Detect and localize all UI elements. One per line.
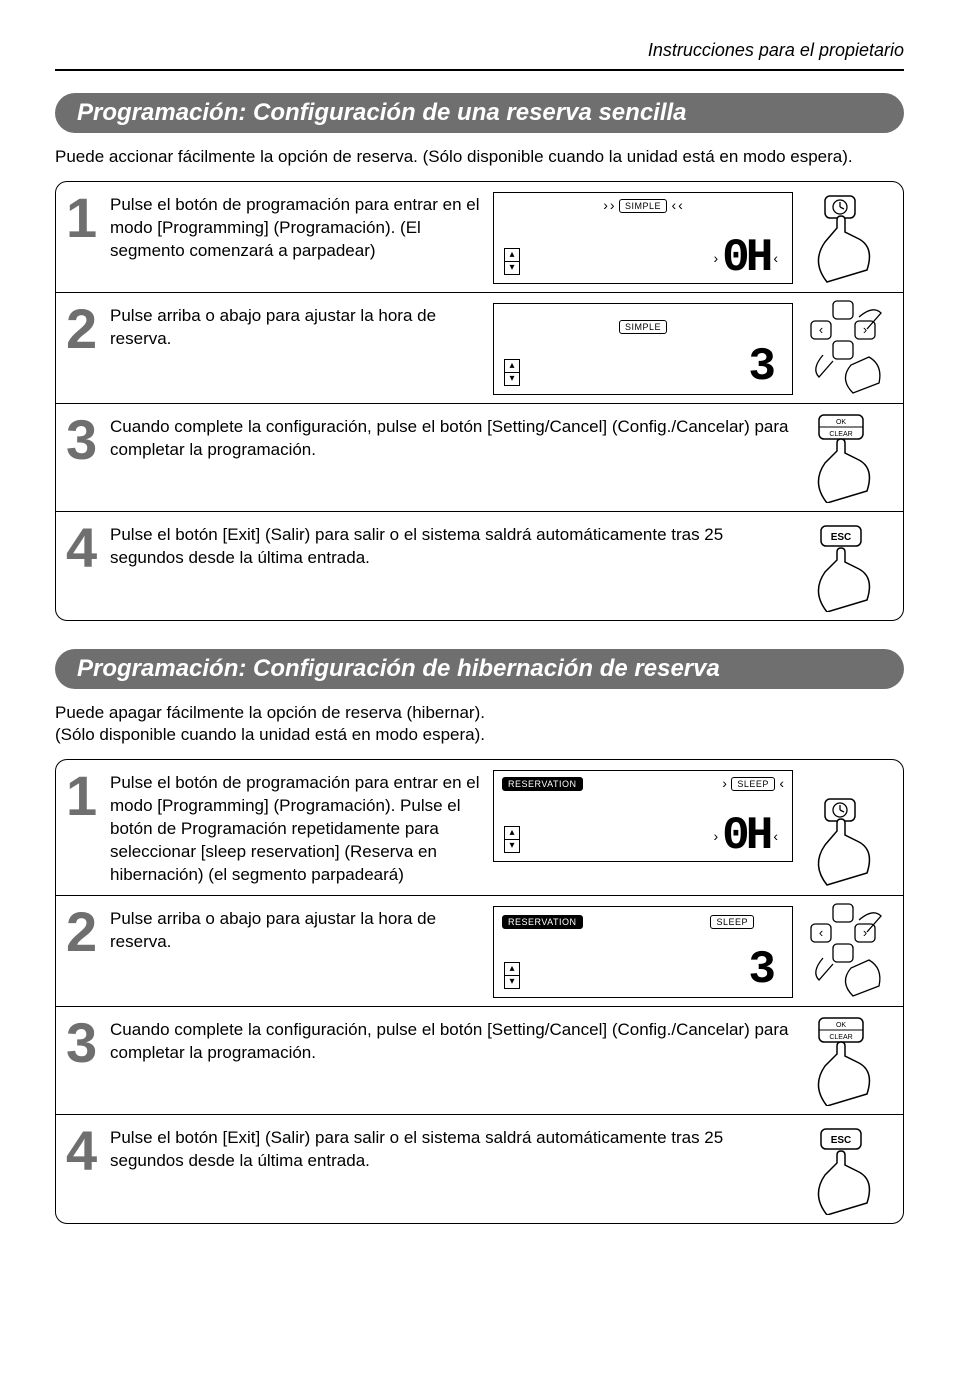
hand-press-ok-icon: OK CLEAR: [797, 1014, 889, 1106]
step-row: 1 Pulse el botón de programación para en…: [56, 182, 903, 293]
updown-arrows-icon: ▴▾: [504, 962, 520, 989]
step-number: 3: [66, 412, 110, 503]
step-row: 1 Pulse el botón de programación para en…: [56, 760, 903, 896]
lcd-mode-label: SIMPLE: [619, 320, 667, 334]
section1-title: Programación: Configuración de una reser…: [55, 93, 904, 133]
svg-text:ESC: ESC: [831, 532, 852, 543]
running-header: Instrucciones para el propietario: [55, 40, 904, 69]
svg-text:OK: OK: [836, 419, 846, 426]
lcd-value: 3: [748, 944, 772, 996]
updown-arrows-icon: ▴▾: [504, 248, 520, 275]
lcd-display: ›› SIMPLE ‹‹ ▴▾ › 0H ‹: [493, 192, 793, 284]
lcd-display: RESERVATION › SLEEP ‹ ▴▾ › 0H ‹: [493, 770, 793, 862]
svg-text:›: ›: [863, 925, 867, 940]
step-text: Pulse arriba o abajo para ajustar la hor…: [110, 904, 493, 998]
hand-press-dpad-icon: ‹ ›: [797, 299, 889, 395]
updown-arrows-icon: ▴▾: [504, 826, 520, 853]
section2-steps: 1 Pulse el botón de programación para en…: [55, 759, 904, 1224]
lcd-display: RESERVATION SLEEP ▴▾ 3: [493, 906, 793, 998]
svg-text:‹: ‹: [819, 322, 823, 337]
section1-steps: 1 Pulse el botón de programación para en…: [55, 181, 904, 621]
hand-press-esc-icon: ESC: [797, 1123, 889, 1215]
step-number: 2: [66, 904, 110, 998]
hand-press-dpad-icon: ‹ ›: [797, 902, 889, 998]
section2-intro-line2: (Sólo disponible cuando la unidad está e…: [55, 725, 904, 745]
flash-rays-icon: ‹: [779, 776, 784, 790]
step-number: 3: [66, 1015, 110, 1106]
lcd-display: SIMPLE ▴▾ 3: [493, 303, 793, 395]
step-number: 4: [66, 520, 110, 612]
step-text: Cuando complete la configuración, pulse …: [110, 412, 793, 503]
flash-rays-icon: ›: [722, 776, 727, 790]
svg-text:‹: ‹: [819, 925, 823, 940]
updown-arrows-icon: ▴▾: [504, 359, 520, 386]
step-row: 2 Pulse arriba o abajo para ajustar la h…: [56, 896, 903, 1007]
step-text: Pulse el botón [Exit] (Salir) para salir…: [110, 1123, 793, 1215]
flash-rays-icon: ‹‹: [671, 198, 682, 212]
hand-press-esc-icon: ESC: [797, 520, 889, 612]
svg-text:›: ›: [863, 322, 867, 337]
lcd-sleep-label: SLEEP: [731, 777, 775, 791]
svg-text:OK: OK: [836, 1022, 846, 1029]
lcd-value: 0H: [722, 235, 769, 281]
step-text: Pulse arriba o abajo para ajustar la hor…: [110, 301, 493, 395]
step-text: Pulse el botón [Exit] (Salir) para salir…: [110, 520, 793, 612]
flash-rays-icon: ›: [713, 251, 718, 265]
lcd-value: 0H: [722, 813, 769, 859]
flash-rays-icon: ›: [713, 829, 718, 843]
section2-title: Programación: Configuración de hibernaci…: [55, 649, 904, 689]
step-number: 1: [66, 190, 110, 284]
step-row: 4 Pulse el botón [Exit] (Salir) para sal…: [56, 512, 903, 620]
step-text: Cuando complete la configuración, pulse …: [110, 1015, 793, 1106]
lcd-reservation-label: RESERVATION: [502, 777, 583, 791]
section2-intro-line1: Puede apagar fácilmente la opción de res…: [55, 703, 904, 723]
flash-rays-icon: ››: [603, 198, 614, 212]
hand-press-clock-icon: [797, 192, 889, 284]
lcd-value: 3: [748, 341, 772, 393]
step-row: 3 Cuando complete la configuración, puls…: [56, 404, 903, 512]
lcd-reservation-label: RESERVATION: [502, 915, 583, 929]
flash-rays-icon: ‹: [773, 251, 778, 265]
lcd-mode-label: SIMPLE: [619, 199, 667, 213]
hand-press-ok-icon: OK CLEAR: [797, 411, 889, 503]
step-number: 1: [66, 768, 110, 887]
svg-text:CLEAR: CLEAR: [829, 1034, 852, 1041]
step-text: Pulse el botón de programación para entr…: [110, 190, 493, 284]
flash-rays-icon: ‹: [773, 829, 778, 843]
step-row: 2 Pulse arriba o abajo para ajustar la h…: [56, 293, 903, 404]
lcd-sleep-label: SLEEP: [710, 915, 754, 929]
step-number: 2: [66, 301, 110, 395]
header-rule: [55, 69, 904, 71]
step-row: 4 Pulse el botón [Exit] (Salir) para sal…: [56, 1115, 903, 1223]
section1-intro: Puede accionar fácilmente la opción de r…: [55, 147, 904, 167]
svg-text:CLEAR: CLEAR: [829, 431, 852, 438]
svg-text:ESC: ESC: [831, 1135, 852, 1146]
step-text: Pulse el botón de programación para entr…: [110, 768, 493, 887]
step-number: 4: [66, 1123, 110, 1215]
step-row: 3 Cuando complete la configuración, puls…: [56, 1007, 903, 1115]
hand-press-clock-icon: [797, 795, 889, 887]
